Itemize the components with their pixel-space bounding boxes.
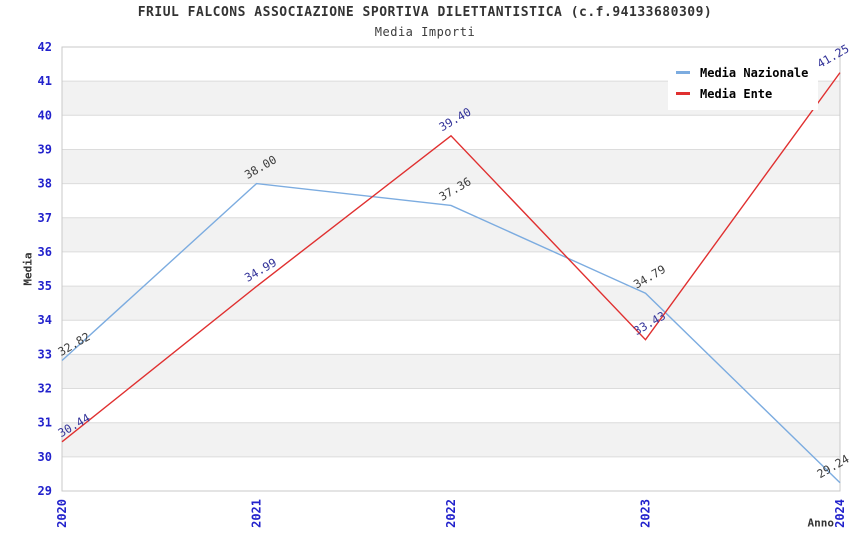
plot-band	[62, 217, 840, 252]
plot-band	[62, 422, 840, 457]
plot-band	[62, 286, 840, 321]
legend-item-media-ente: Media Ente	[676, 83, 808, 104]
x-axis-title: Anno	[807, 516, 835, 530]
x-tick-label: 2023	[639, 499, 653, 528]
legend-swatch-red-line-icon	[676, 92, 690, 95]
plot-border	[61, 46, 841, 492]
y-tick-label: 29	[38, 484, 52, 498]
x-tick-label: 2021	[250, 499, 264, 528]
x-tick-label: 2024	[833, 499, 847, 528]
x-tick-label: 2020	[55, 499, 69, 528]
legend: Media Nazionale Media Ente	[668, 57, 819, 110]
y-tick-label: 39	[38, 142, 52, 156]
point-label: 41.25	[815, 41, 850, 70]
legend-item-media-nazionale: Media Nazionale	[676, 62, 808, 83]
legend-label-media-ente: Media Ente	[700, 86, 773, 101]
legend-label-media-nazionale: Media Nazionale	[700, 65, 809, 80]
x-tick-label: 2022	[444, 499, 458, 528]
plot-band	[62, 149, 840, 184]
y-tick-label: 38	[38, 177, 52, 191]
y-tick-label: 31	[38, 416, 52, 430]
plot-band	[62, 354, 840, 389]
y-tick-label: 32	[38, 382, 52, 396]
chart-title: FRIUL FALCONS ASSOCIAZIONE SPORTIVA DILE…	[137, 5, 713, 20]
y-tick-label: 41	[38, 74, 52, 88]
y-tick-label: 30	[38, 450, 52, 464]
y-tick-label: 34	[38, 313, 52, 327]
y-tick-label: 40	[38, 108, 52, 122]
y-tick-label: 35	[38, 279, 52, 293]
series-line-media-ente	[61, 72, 841, 443]
y-tick-label: 42	[38, 40, 52, 54]
series-line-media-nazionale	[61, 182, 841, 484]
chart-subtitle: Media Importi	[374, 25, 476, 39]
y-tick-label: 36	[38, 245, 52, 259]
y-tick-label: 33	[38, 347, 52, 361]
y-tick-label: 37	[38, 211, 52, 225]
point-label: 34.99	[242, 255, 279, 284]
legend-swatch-blue-line-icon	[676, 71, 690, 74]
